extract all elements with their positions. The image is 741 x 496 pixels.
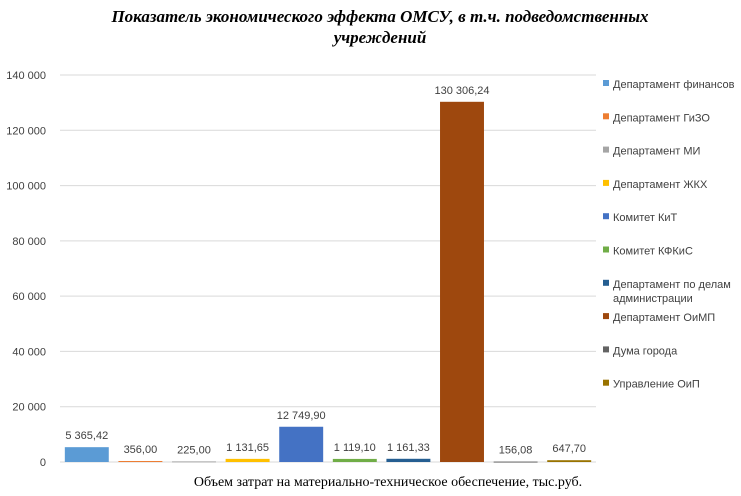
y-tick-label: 120 000 [6, 125, 46, 137]
y-tick-label: 100 000 [6, 181, 46, 193]
chart-title-line-1: Показатель экономического эффекта ОМСУ, … [110, 7, 649, 26]
bar [279, 426, 324, 462]
legend-swatch [603, 80, 609, 86]
legend-label: Департамент МИ [613, 146, 700, 158]
y-tick-label: 0 [40, 457, 46, 469]
data-label: 156,08 [499, 445, 533, 457]
bar [547, 460, 592, 462]
bars [64, 101, 592, 463]
legend-swatch [603, 346, 609, 353]
legend-label: Управление ОиП [613, 379, 700, 391]
legend-label: администрации [613, 293, 693, 305]
data-labels: 5 365,42 356,00 225,00 1 131,65 12 749,90 1 1… [65, 85, 586, 457]
legend-label: Комитет КиТ [613, 212, 678, 224]
legend-label: Департамент финансов [613, 79, 735, 91]
bar [332, 458, 377, 462]
legend-label: Комитет КФКиС [613, 246, 693, 258]
legend-swatch [603, 246, 609, 253]
y-tick-label: 140 000 [6, 70, 46, 82]
data-label: 130 306,24 [434, 85, 489, 97]
data-label: 5 365,42 [65, 430, 108, 442]
bar [172, 461, 216, 463]
data-label: 1 161,33 [387, 442, 430, 454]
chart-title-line-2: учреждений [332, 28, 427, 47]
legend-swatch [603, 179, 609, 186]
legend: Департамент финансов Департамент ГиЗО Депа… [603, 79, 735, 391]
y-tick-label: 40 000 [12, 346, 46, 358]
y-axis-ticks: 0 20 000 40 000 60 000 80 000 100 000 120 000 1… [6, 70, 46, 469]
bar [386, 458, 431, 462]
bar [225, 458, 270, 462]
data-label: 356,00 [124, 444, 158, 456]
y-tick-label: 20 000 [12, 402, 46, 414]
legend-label: Департамент по делам [613, 279, 731, 291]
legend-label: Департамент ГиЗО [613, 112, 710, 124]
x-axis-label: Объем затрат на материально-техническое … [194, 475, 582, 490]
legend-swatch [603, 313, 609, 320]
legend-swatch [603, 113, 609, 120]
data-label: 1 119,10 [334, 442, 376, 454]
bar [493, 461, 538, 463]
bar [118, 461, 163, 463]
legend-label: Департамент ОиМП [613, 312, 715, 324]
legend-label: Департамент ЖКХ [613, 179, 708, 191]
data-label: 1 131,65 [226, 442, 269, 454]
legend-swatch [603, 379, 609, 386]
legend-swatch [603, 213, 609, 220]
data-label: 225,00 [177, 444, 211, 456]
y-tick-label: 60 000 [12, 291, 46, 303]
legend-label: Дума города [613, 345, 678, 357]
data-label: 647,70 [552, 443, 586, 455]
data-label: 12 749,90 [277, 410, 326, 422]
gridlines [60, 74, 596, 463]
bar [64, 447, 109, 462]
bar [440, 101, 484, 462]
legend-swatch [603, 146, 609, 153]
legend-swatch [603, 279, 609, 286]
y-tick-label: 80 000 [12, 236, 46, 248]
